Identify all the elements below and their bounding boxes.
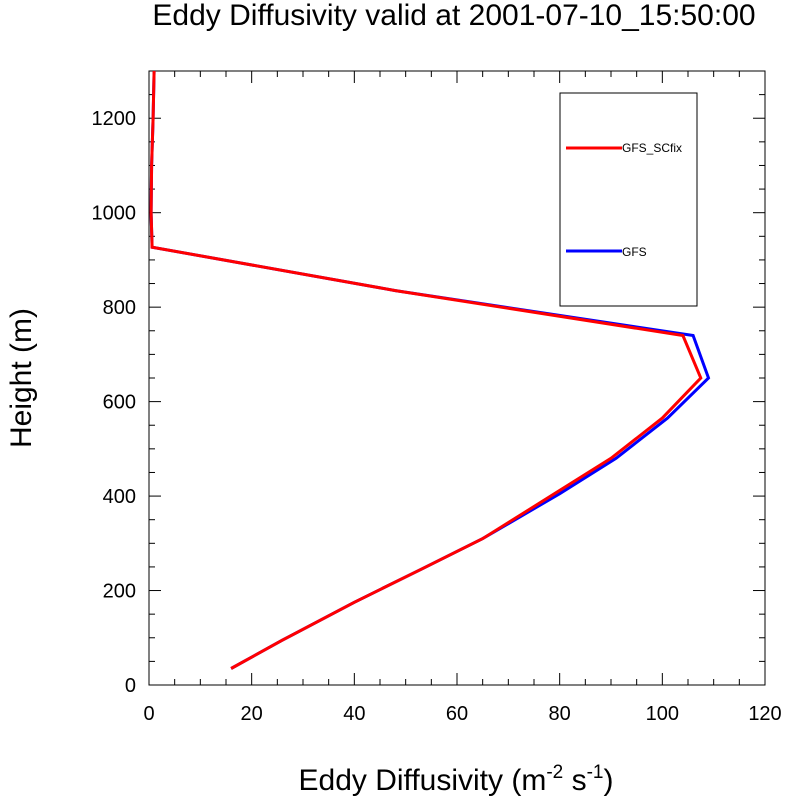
x-tick-label: 20 [241,703,263,725]
x-axis-label-main: Eddy Diffusivity (m [299,764,547,797]
legend-box [559,92,698,307]
x-axis-label-sup-2: -1 [587,762,604,783]
x-tick-label: 100 [646,703,679,725]
series-line-gfs [149,70,711,670]
x-tick-label: 0 [143,703,154,725]
y-tick-label: 1200 [92,108,137,130]
y-tick-label: 400 [103,486,136,508]
plot-frame [148,70,766,686]
y-tick-label: 600 [103,392,136,414]
y-tick-label: 0 [125,675,136,697]
legend: GFS_SCfix GFS [559,92,698,307]
y-axis-label: Height (m) [5,308,38,448]
x-axis-label-sup-1: -2 [546,762,563,783]
chart-title: Eddy Diffusivity valid at 2001-07-10_15:… [152,0,755,32]
y-tick-label: 1000 [92,203,137,225]
y-tick-label: 800 [103,297,136,319]
x-axis-label-end: ) [604,764,614,797]
legend-label-gfs-scfix: GFS_SCfix [622,141,682,155]
y-tick-label: 200 [103,581,136,603]
x-axis-label: Eddy Diffusivity (m-2 s-1) [299,762,614,797]
axis-ticks [148,70,766,686]
legend-label-gfs: GFS [622,245,647,259]
x-tick-label: 120 [748,703,781,725]
x-tick-label: 40 [343,703,365,725]
x-axis-label-mid: s [563,764,586,797]
series-line-gfs-scfix [149,70,703,670]
x-tick-label: 60 [446,703,468,725]
x-tick-label: 80 [549,703,571,725]
data-lines [149,70,711,670]
